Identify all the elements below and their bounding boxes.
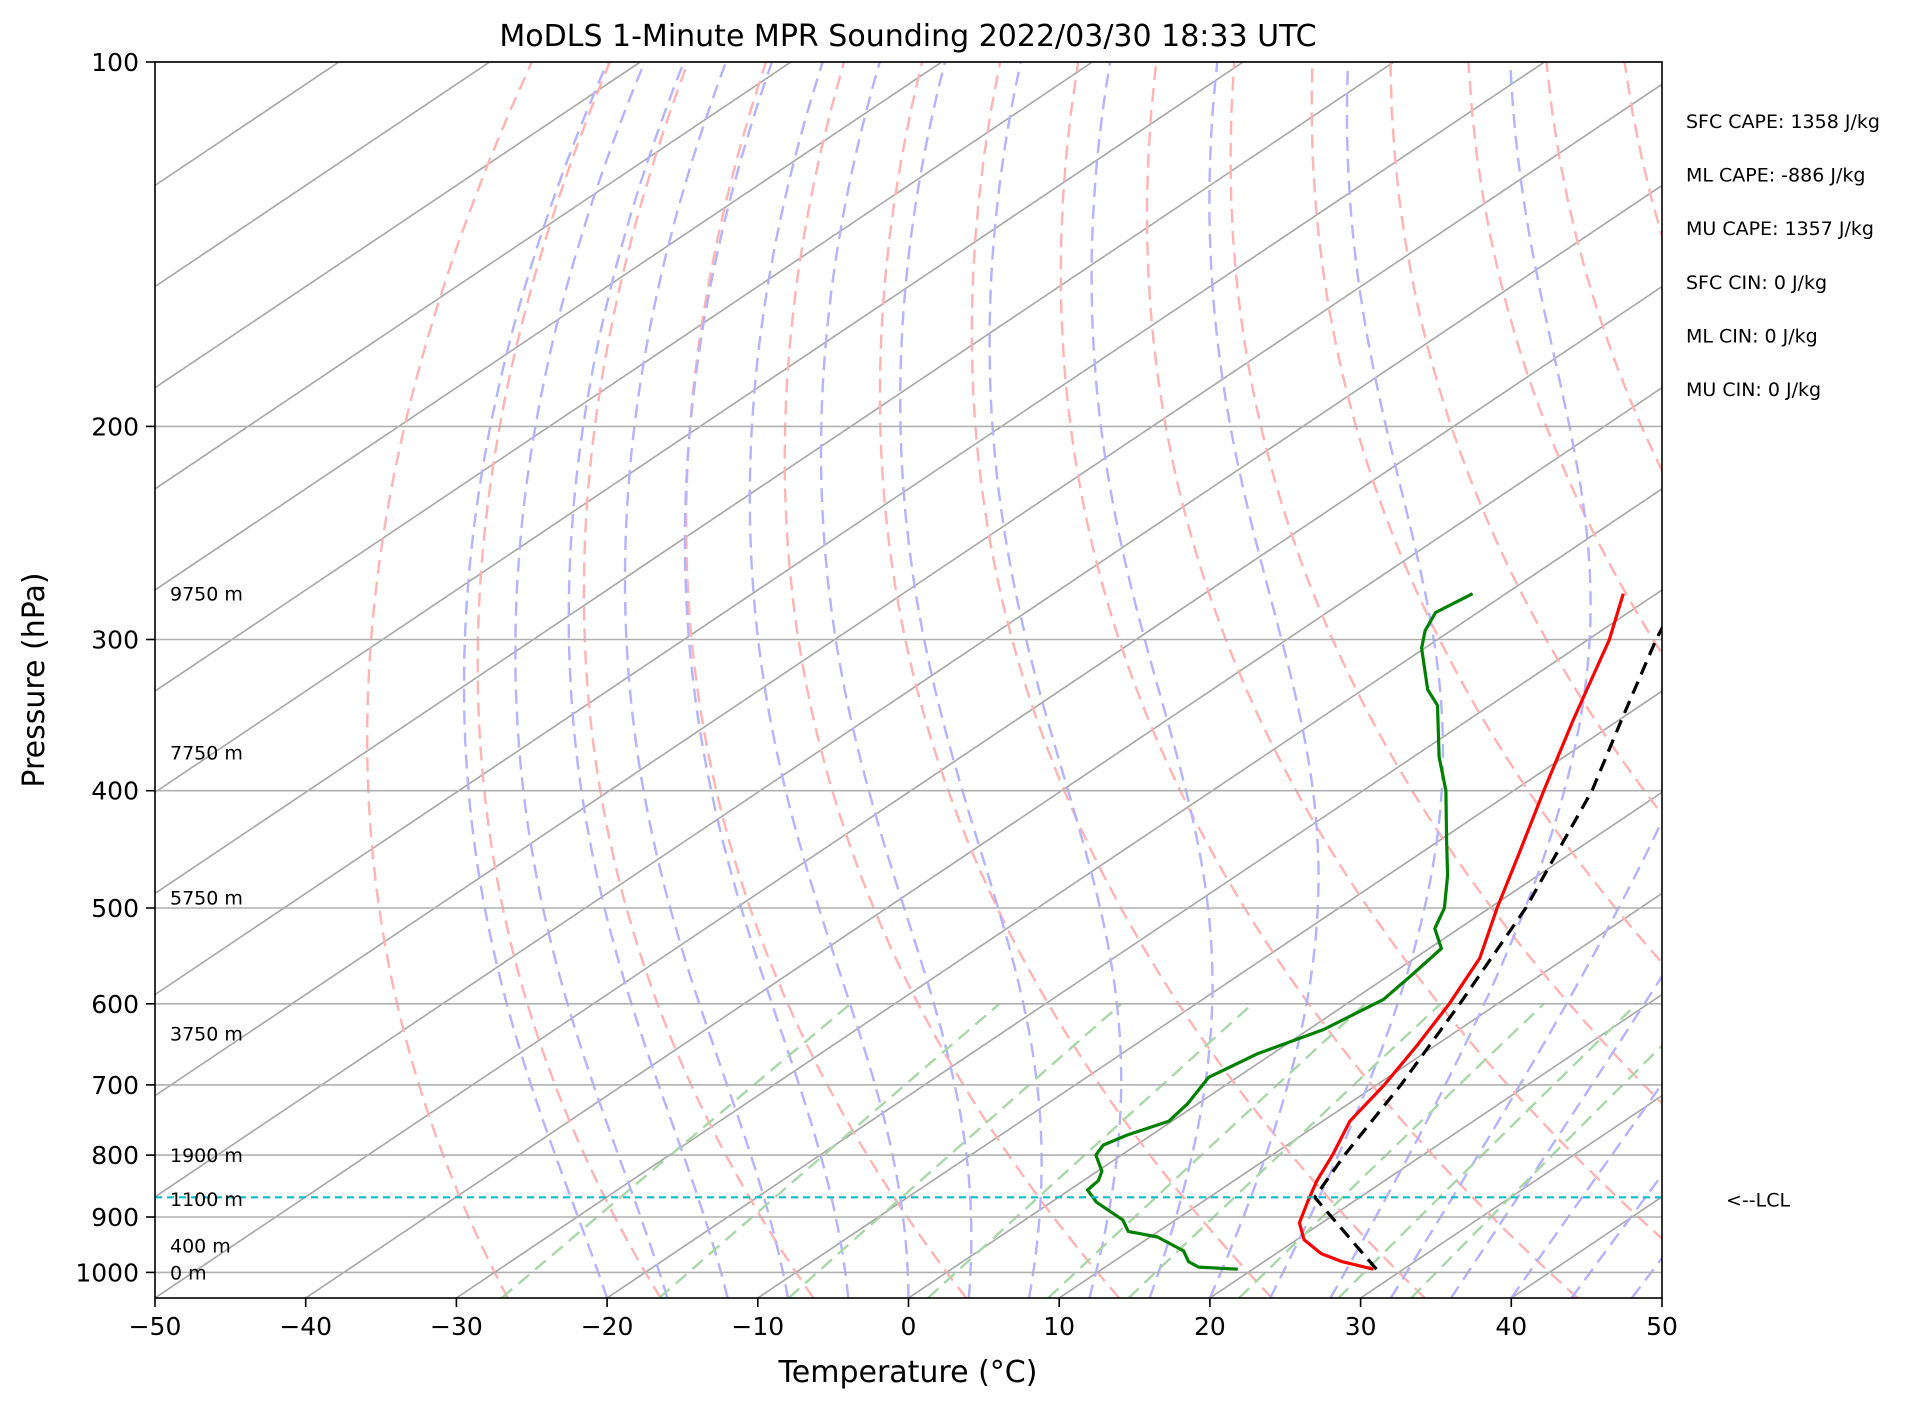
y-tick-label: 700 [91, 1071, 139, 1100]
x-tick-label: −40 [279, 1312, 332, 1341]
index-line: MU CAPE: 1357 J/kg [1686, 218, 1874, 240]
x-axis-label: Temperature (°C) [778, 1355, 1038, 1390]
y-tick-label: 500 [91, 894, 139, 923]
height-label: 7750 m [170, 743, 243, 765]
y-tick-label: 900 [91, 1203, 139, 1232]
x-tick-label: 20 [1194, 1312, 1226, 1341]
index-line: ML CIN: 0 J/kg [1686, 325, 1818, 347]
x-tick-label: −10 [731, 1312, 784, 1341]
index-line: SFC CIN: 0 J/kg [1686, 272, 1827, 294]
height-label: 5750 m [170, 887, 243, 909]
height-label: 1900 m [170, 1145, 243, 1167]
y-axis-label: Pressure (hPa) [17, 572, 52, 787]
y-tick-label: 100 [91, 48, 139, 77]
height-label: 0 m [170, 1262, 207, 1284]
y-tick-label: 800 [91, 1141, 139, 1170]
x-tick-label: 30 [1345, 1312, 1377, 1341]
height-label: 3750 m [170, 1024, 243, 1046]
index-line: ML CAPE: -886 J/kg [1686, 165, 1865, 187]
x-tick-label: −30 [430, 1312, 483, 1341]
index-line: MU CIN: 0 J/kg [1686, 379, 1821, 401]
x-tick-label: −20 [581, 1312, 634, 1341]
y-tick-label: 600 [91, 990, 139, 1019]
y-tick-label: 400 [91, 777, 139, 806]
y-tick-label: 1000 [75, 1258, 139, 1287]
height-label: 9750 m [170, 584, 243, 606]
x-tick-label: 0 [901, 1312, 917, 1341]
x-tick-label: 50 [1646, 1312, 1678, 1341]
x-tick-label: 10 [1043, 1312, 1075, 1341]
y-tick-label: 200 [91, 412, 139, 441]
x-tick-label: −50 [129, 1312, 182, 1341]
x-tick-label: 40 [1495, 1312, 1527, 1341]
height-label: 1100 m [170, 1189, 243, 1211]
chart-title: MoDLS 1-Minute MPR Sounding 2022/03/30 1… [499, 19, 1316, 54]
y-tick-label: 300 [91, 626, 139, 655]
height-label: 400 m [170, 1235, 231, 1257]
index-line: SFC CAPE: 1358 J/kg [1686, 111, 1880, 133]
lcl-label: <--LCL [1726, 1189, 1790, 1211]
